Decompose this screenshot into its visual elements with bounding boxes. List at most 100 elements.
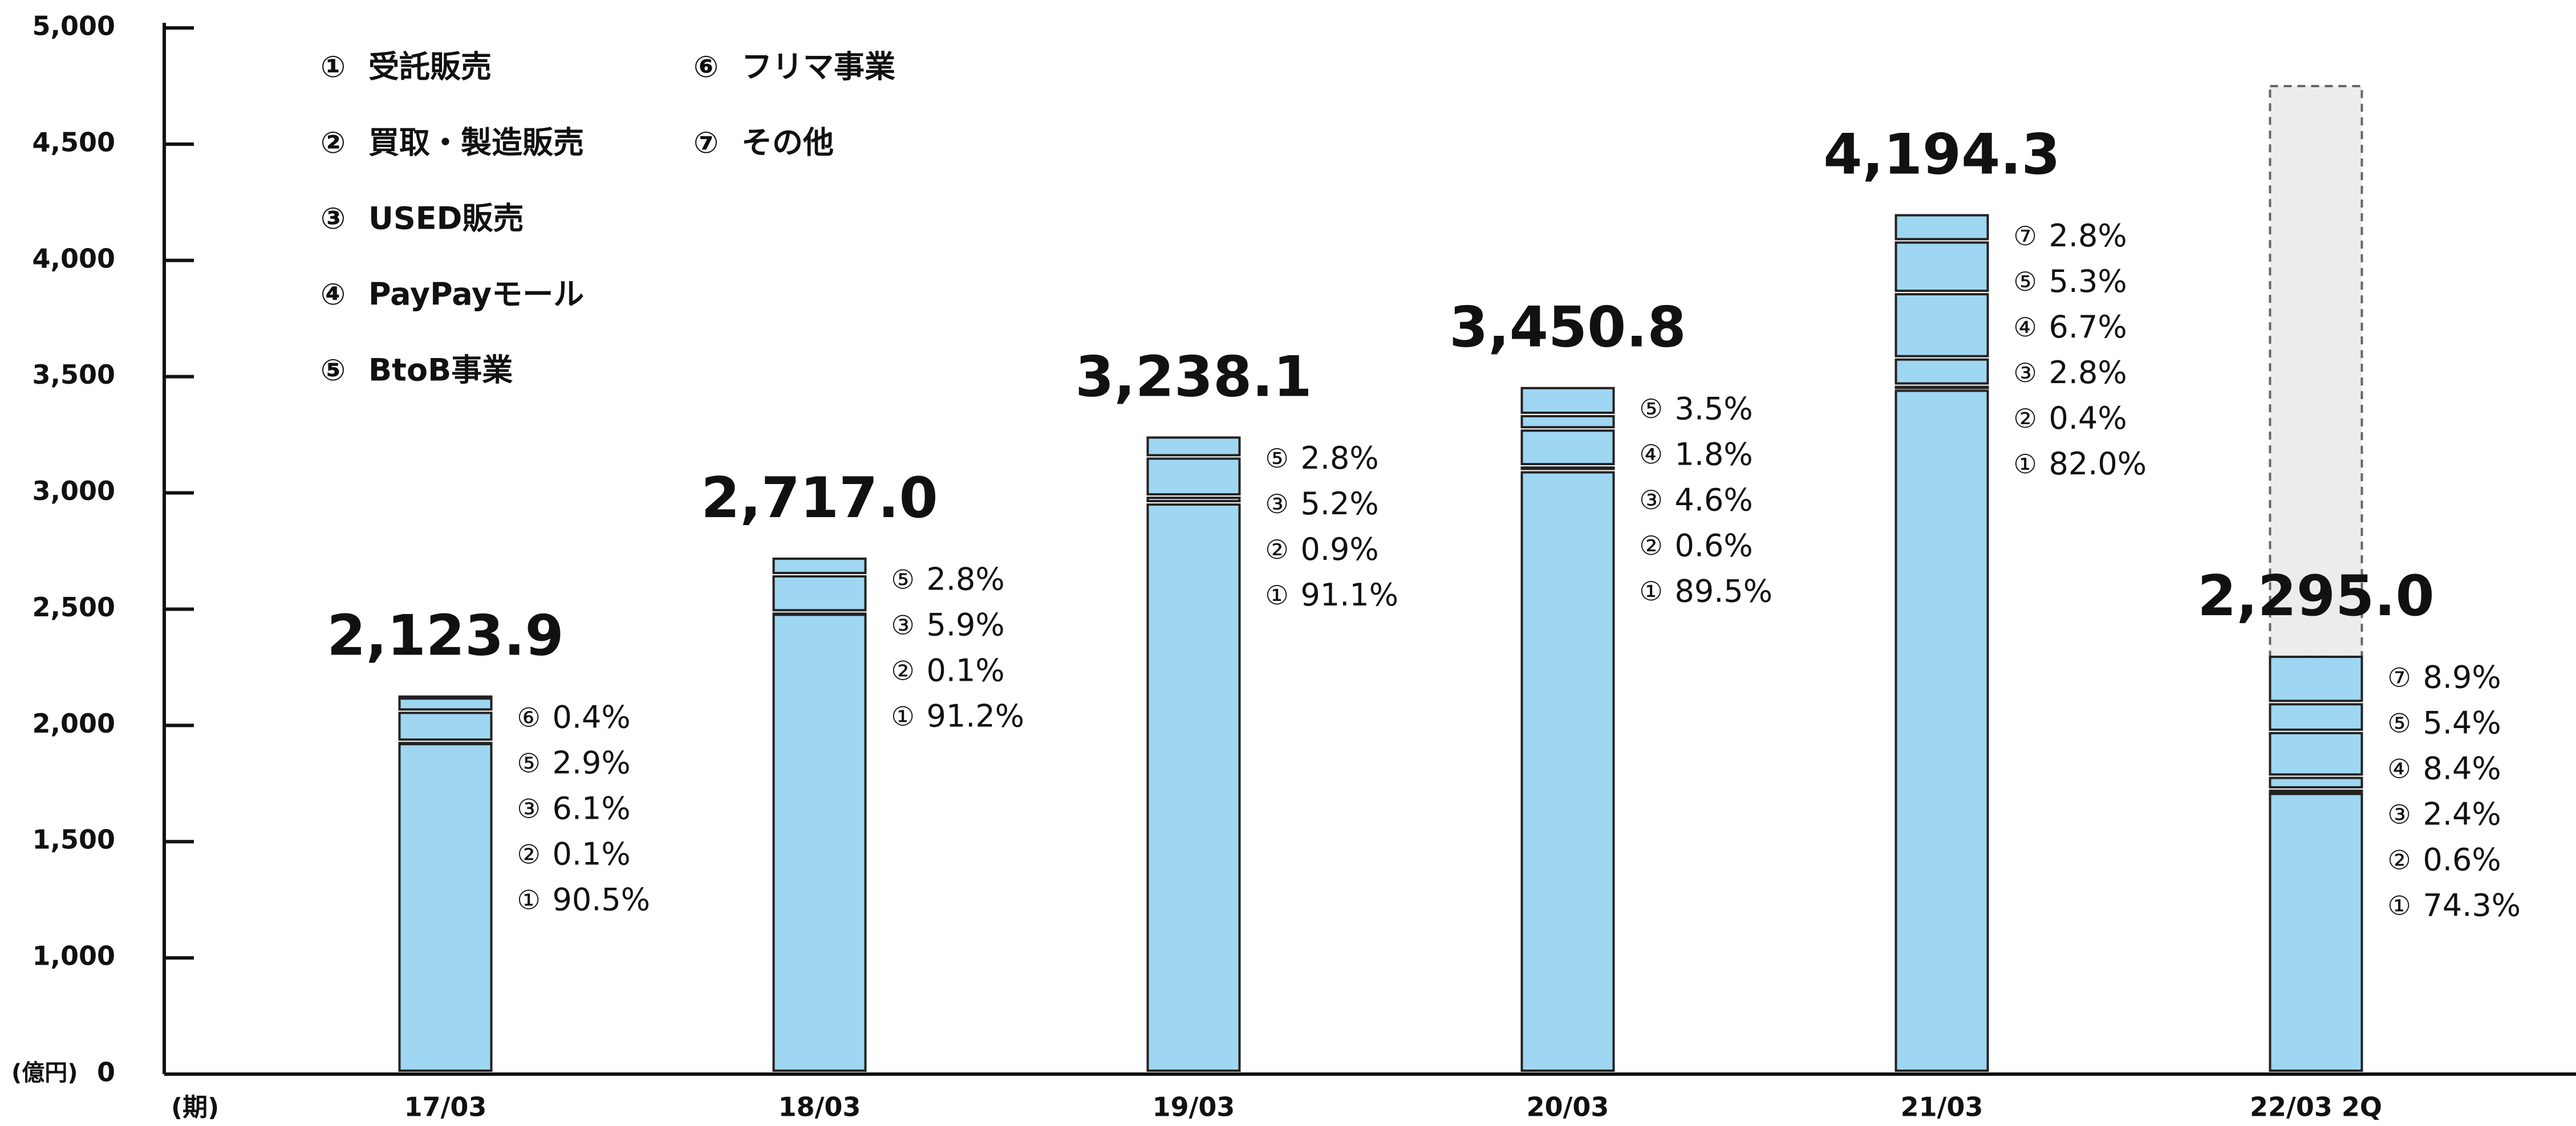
segment-marker: ① [1265, 580, 1289, 611]
segment-marker: ① [2388, 891, 2411, 921]
segment-label: 2.8% [1301, 440, 1379, 476]
segment-label: 1.8% [1675, 436, 1753, 472]
x-tick-label: 21/03 [1901, 1092, 1983, 1123]
segment-label: 8.9% [2423, 660, 2501, 696]
bar-segment [2269, 731, 2363, 776]
segment-marker: ① [891, 701, 915, 731]
segment-label: 6.7% [2049, 309, 2127, 345]
segment-label: 2.4% [2423, 796, 2501, 832]
segment-marker: ⑤ [2014, 266, 2037, 297]
x-tick-label: 18/03 [778, 1092, 861, 1123]
segment-marker: ⑤ [2388, 708, 2411, 739]
segment-label: 5.3% [2049, 263, 2127, 299]
legend-marker: ③ [321, 202, 346, 236]
y-tick-label: 1,000 [32, 941, 115, 971]
y-unit: (億円) [11, 1060, 78, 1086]
segment-label: 0.9% [1301, 531, 1379, 567]
segment-marker: ① [1640, 576, 1663, 607]
segment-label: 8.4% [2423, 751, 2501, 787]
segment-label: 3.5% [1675, 391, 1753, 426]
bar-segment [1146, 497, 1241, 502]
bar-segment [2269, 789, 2363, 793]
bar-segment [772, 612, 867, 616]
segment-marker: ③ [1265, 489, 1289, 519]
segment-label: 5.9% [927, 607, 1005, 643]
y-tick-label: 4,500 [32, 127, 115, 157]
bar-segment [1146, 436, 1241, 457]
y-tick-label: 3,000 [32, 475, 115, 506]
total-label: 2,295.0 [2197, 564, 2434, 629]
segment-marker: ② [1640, 530, 1663, 561]
legend-marker: ② [321, 126, 346, 160]
bar-segment [772, 575, 867, 612]
bar-segment [772, 613, 867, 1072]
legend-label: BtoB事業 [368, 352, 513, 388]
segment-marker: ④ [2014, 312, 2037, 343]
total-label: 4,194.3 [1823, 122, 2060, 187]
bar-segment [1895, 385, 1989, 389]
bar-segment [1520, 466, 1615, 470]
y-tick-label: 2,000 [32, 708, 115, 739]
bar-segment [1895, 214, 1989, 241]
bar-segment [1895, 241, 1989, 292]
x-unit: (期) [171, 1093, 219, 1122]
y-tick-label: 1,500 [32, 824, 115, 855]
y-tick-label: 2,500 [32, 592, 115, 623]
bar-segment [398, 742, 493, 1072]
legend-marker: ① [321, 50, 346, 84]
segment-marker: ② [2014, 403, 2037, 434]
segment-label: 0.1% [553, 836, 631, 872]
y-tick-label: 3,500 [32, 359, 115, 390]
segment-label: 0.6% [1675, 527, 1753, 563]
bar-segment [398, 695, 493, 699]
segment-label: 2.9% [553, 745, 631, 781]
y-tick-label: 0 [97, 1057, 115, 1088]
segment-marker: ③ [2014, 357, 2037, 388]
x-tick-label: 17/03 [404, 1092, 487, 1123]
segment-marker: ⑤ [891, 564, 915, 595]
total-label: 3,450.8 [1449, 295, 1686, 360]
segment-label: 5.4% [2423, 705, 2501, 741]
bar-segment [2269, 656, 2363, 702]
legend-marker: ⑦ [693, 126, 719, 160]
segment-label: 91.1% [1301, 577, 1399, 613]
segment-marker: ② [1265, 534, 1289, 565]
segment-marker: ① [517, 884, 541, 915]
segment-marker: ① [2014, 449, 2037, 479]
legend-label: PayPayモール [368, 277, 584, 312]
bar-segment [1520, 387, 1615, 414]
x-tick-label: 19/03 [1153, 1092, 1235, 1123]
total-label: 2,123.9 [327, 604, 563, 669]
legend-label: その他 [741, 125, 834, 161]
bar-segment [1146, 503, 1241, 1072]
segment-marker: ⑦ [2014, 221, 2037, 251]
segment-marker: ④ [1640, 439, 1663, 470]
segment-marker: ③ [1640, 485, 1663, 515]
bar-segment [1520, 471, 1615, 1072]
bar-segment [2269, 703, 2363, 731]
x-tick-label: 22/03 2Q [2250, 1092, 2382, 1123]
x-tick-label: 20/03 [1527, 1092, 1609, 1123]
segment-label: 90.5% [553, 881, 651, 917]
segment-label: 91.2% [927, 698, 1025, 734]
bar-segment [398, 712, 493, 741]
segment-label: 0.4% [2049, 400, 2127, 436]
segment-label: 2.8% [927, 562, 1005, 597]
segment-marker: ② [517, 839, 541, 869]
segment-marker: ⑤ [517, 747, 541, 778]
segment-label: 74.3% [2423, 888, 2521, 924]
bar-segment [398, 742, 493, 746]
bar-segment [1895, 358, 1989, 385]
legend-label: USED販売 [368, 201, 524, 237]
segment-label: 2.8% [2049, 218, 2127, 254]
segment-marker: ② [891, 655, 915, 686]
segment-label: 0.6% [2423, 842, 2501, 878]
segment-marker: ② [2388, 845, 2411, 876]
y-tick-label: 5,000 [32, 11, 115, 42]
bar-segment [1146, 457, 1241, 496]
legend-label: フリマ事業 [741, 49, 895, 85]
bar-segment [1895, 293, 1989, 357]
segment-label: 89.5% [1675, 573, 1773, 609]
segment-label: 2.8% [2049, 355, 2127, 391]
